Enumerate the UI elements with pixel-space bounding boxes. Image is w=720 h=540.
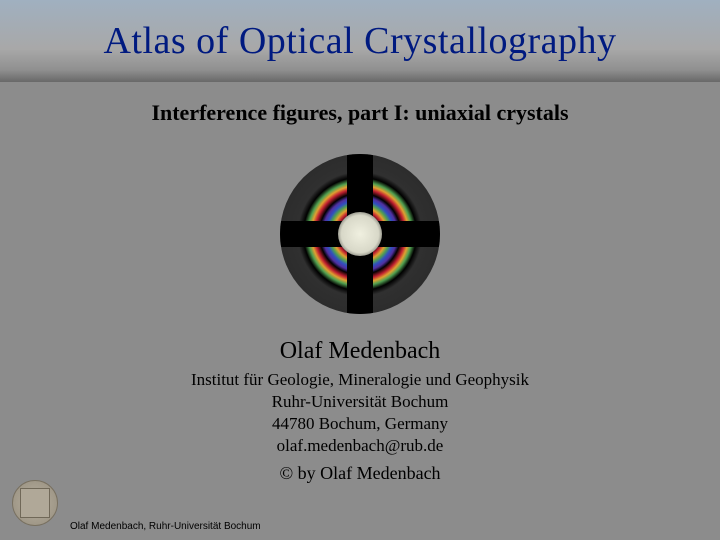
figure-container xyxy=(0,154,720,314)
title-band: Atlas of Optical Crystallography xyxy=(0,0,720,82)
university-seal-icon xyxy=(12,480,58,526)
footer-credit: Olaf Medenbach, Ruhr-Universität Bochum xyxy=(70,521,261,532)
copyright-line: © by Olaf Medenbach xyxy=(0,463,720,484)
affiliation-block: Institut für Geologie, Mineralogie und G… xyxy=(0,369,720,457)
affiliation-email: olaf.medenbach@rub.de xyxy=(0,435,720,457)
melatope-center xyxy=(338,212,382,256)
affiliation-university: Ruhr-Universität Bochum xyxy=(0,391,720,413)
subtitle: Interference figures, part I: uniaxial c… xyxy=(0,100,720,126)
page-title: Atlas of Optical Crystallography xyxy=(103,19,616,63)
affiliation-address: 44780 Bochum, Germany xyxy=(0,413,720,435)
affiliation-institute: Institut für Geologie, Mineralogie und G… xyxy=(0,369,720,391)
seal-inner xyxy=(20,488,50,518)
interference-figure xyxy=(280,154,440,314)
author-name: Olaf Medenbach xyxy=(0,338,720,365)
